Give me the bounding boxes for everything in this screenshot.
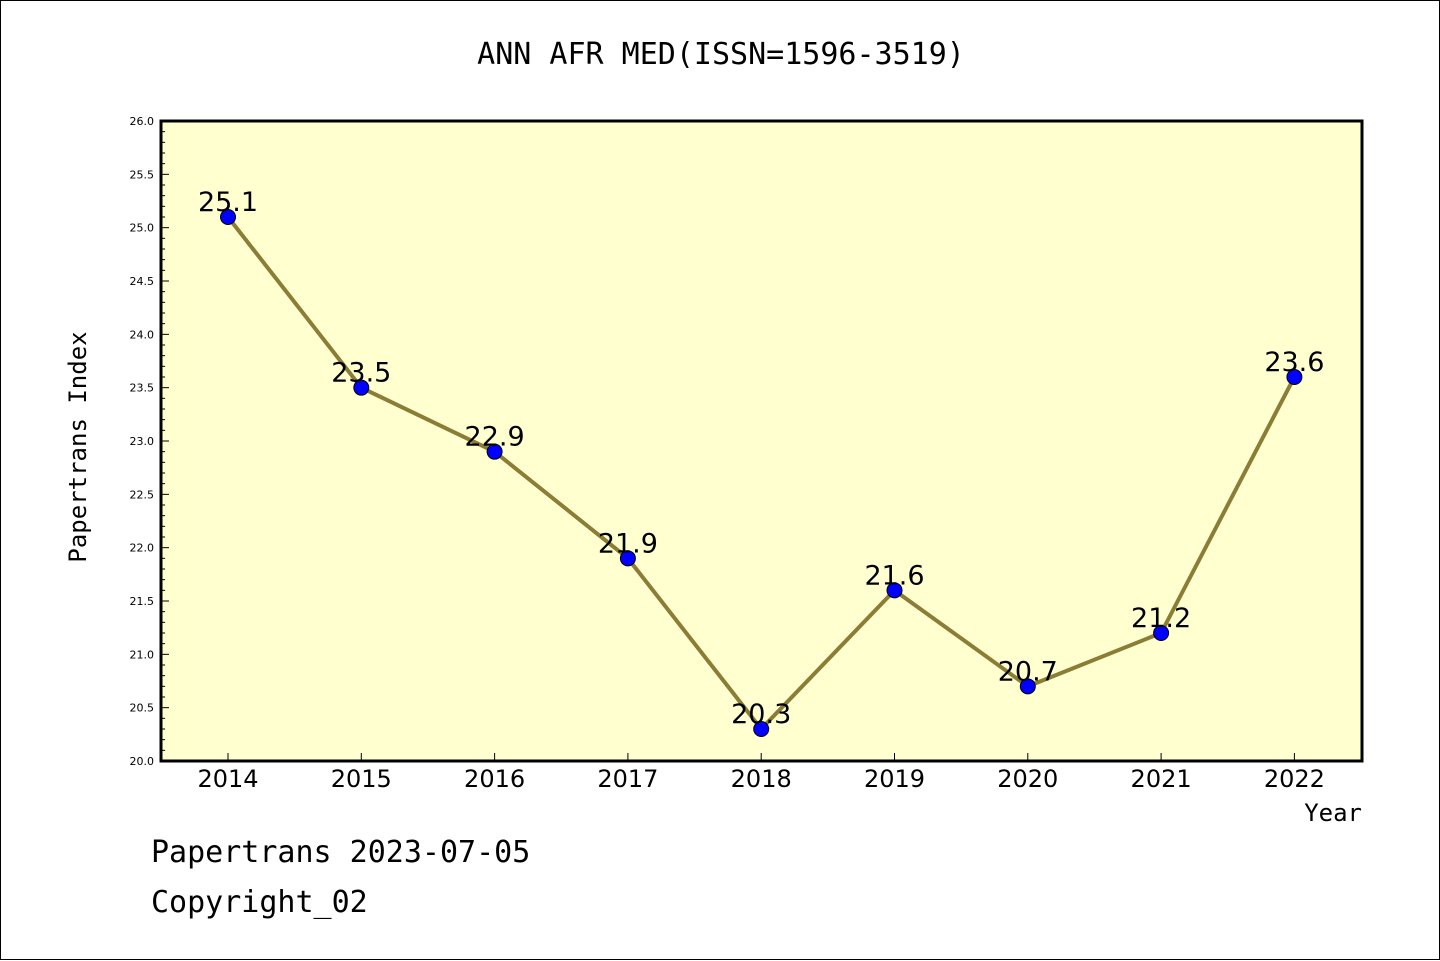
x-tick-label: 2022 (1264, 765, 1325, 793)
data-point (220, 209, 236, 225)
y-tick-label: 23.5 (130, 382, 155, 395)
y-tick-label: 22.0 (130, 542, 155, 555)
y-tick-label: 23.0 (130, 435, 155, 448)
y-tick-label: 25.5 (130, 168, 155, 181)
data-point (619, 550, 636, 567)
x-tick-label: 2019 (864, 765, 925, 793)
footer-date: Papertrans 2023-07-05 (151, 835, 531, 870)
x-axis-label: Year (1304, 799, 1362, 827)
y-tick-label: 22.5 (130, 488, 155, 501)
plot-border (159, 119, 1364, 763)
chart-title: ANN AFR MED(ISSN=1596-3519) (477, 37, 965, 72)
data-label: 21.2 (1131, 603, 1191, 634)
data-point (486, 443, 503, 460)
data-point (353, 379, 370, 396)
x-tick-label: 2017 (597, 765, 658, 793)
x-tick-label: 2021 (1131, 765, 1192, 793)
y-tick-label: 20.5 (130, 702, 155, 715)
y-tick-label: 21.0 (130, 648, 155, 661)
data-point (1153, 625, 1170, 641)
y-tick-label: 20.0 (130, 755, 155, 768)
data-point (1286, 369, 1303, 385)
data-point (1019, 678, 1036, 695)
x-tick-label: 2015 (331, 765, 392, 793)
data-point (753, 721, 770, 737)
x-tick-label: 2016 (464, 765, 525, 793)
footer-copyright: Copyright_02 (151, 885, 368, 920)
plot-area (161, 121, 1362, 761)
y-tick-label: 21.5 (130, 595, 155, 608)
data-label: 20.3 (731, 699, 791, 730)
data-label: 22.9 (465, 422, 525, 453)
y-tick-label: 26.0 (130, 115, 155, 128)
data-label: 23.6 (1264, 347, 1324, 378)
x-tick-label: 2014 (197, 765, 258, 793)
data-label: 21.6 (864, 560, 924, 591)
y-axis-label: Papertrans Index (64, 331, 92, 562)
x-tick-label: 2018 (731, 765, 792, 793)
data-label: 21.9 (598, 528, 658, 559)
data-label: 25.1 (198, 187, 258, 218)
data-label: 23.5 (331, 358, 391, 389)
y-tick-label: 24.5 (130, 275, 155, 288)
x-tick-label: 2020 (997, 765, 1058, 793)
data-label: 20.7 (998, 656, 1058, 687)
y-tick-label: 24.0 (130, 328, 155, 341)
y-tick-label: 25.0 (130, 222, 155, 235)
data-point (886, 582, 903, 599)
